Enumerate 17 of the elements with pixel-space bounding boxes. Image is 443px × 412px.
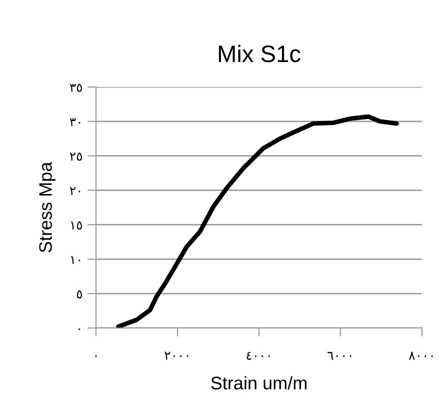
y-tick-label: ٢٠	[70, 187, 80, 196]
y-tick-label: ١٥	[71, 221, 82, 230]
y-tick-label: ٢٥	[70, 152, 82, 161]
x-tick-label: ٠	[95, 355, 97, 357]
x-tick-label: ٢٠٠٠	[164, 352, 188, 360]
y-tick-label: ٣٠	[70, 118, 80, 126]
x-tick-label: ٤٠٠٠	[246, 352, 270, 360]
x-axis-title: Strain um/m	[211, 376, 306, 390]
y-tick-label: ٣٥	[70, 84, 82, 92]
x-tick-label: ٨٠٠٠	[408, 352, 433, 360]
y-tick-label: ٠	[78, 328, 80, 330]
y-tick-label: ١٠	[71, 256, 80, 264]
line-series	[116, 114, 399, 328]
x-tick-label: ٦٠٠٠	[328, 352, 352, 360]
y-tick-label: ٥	[76, 290, 82, 298]
y-axis-title: Stress Mpa	[39, 162, 56, 252]
chart-title: Mix S1c	[218, 44, 300, 62]
